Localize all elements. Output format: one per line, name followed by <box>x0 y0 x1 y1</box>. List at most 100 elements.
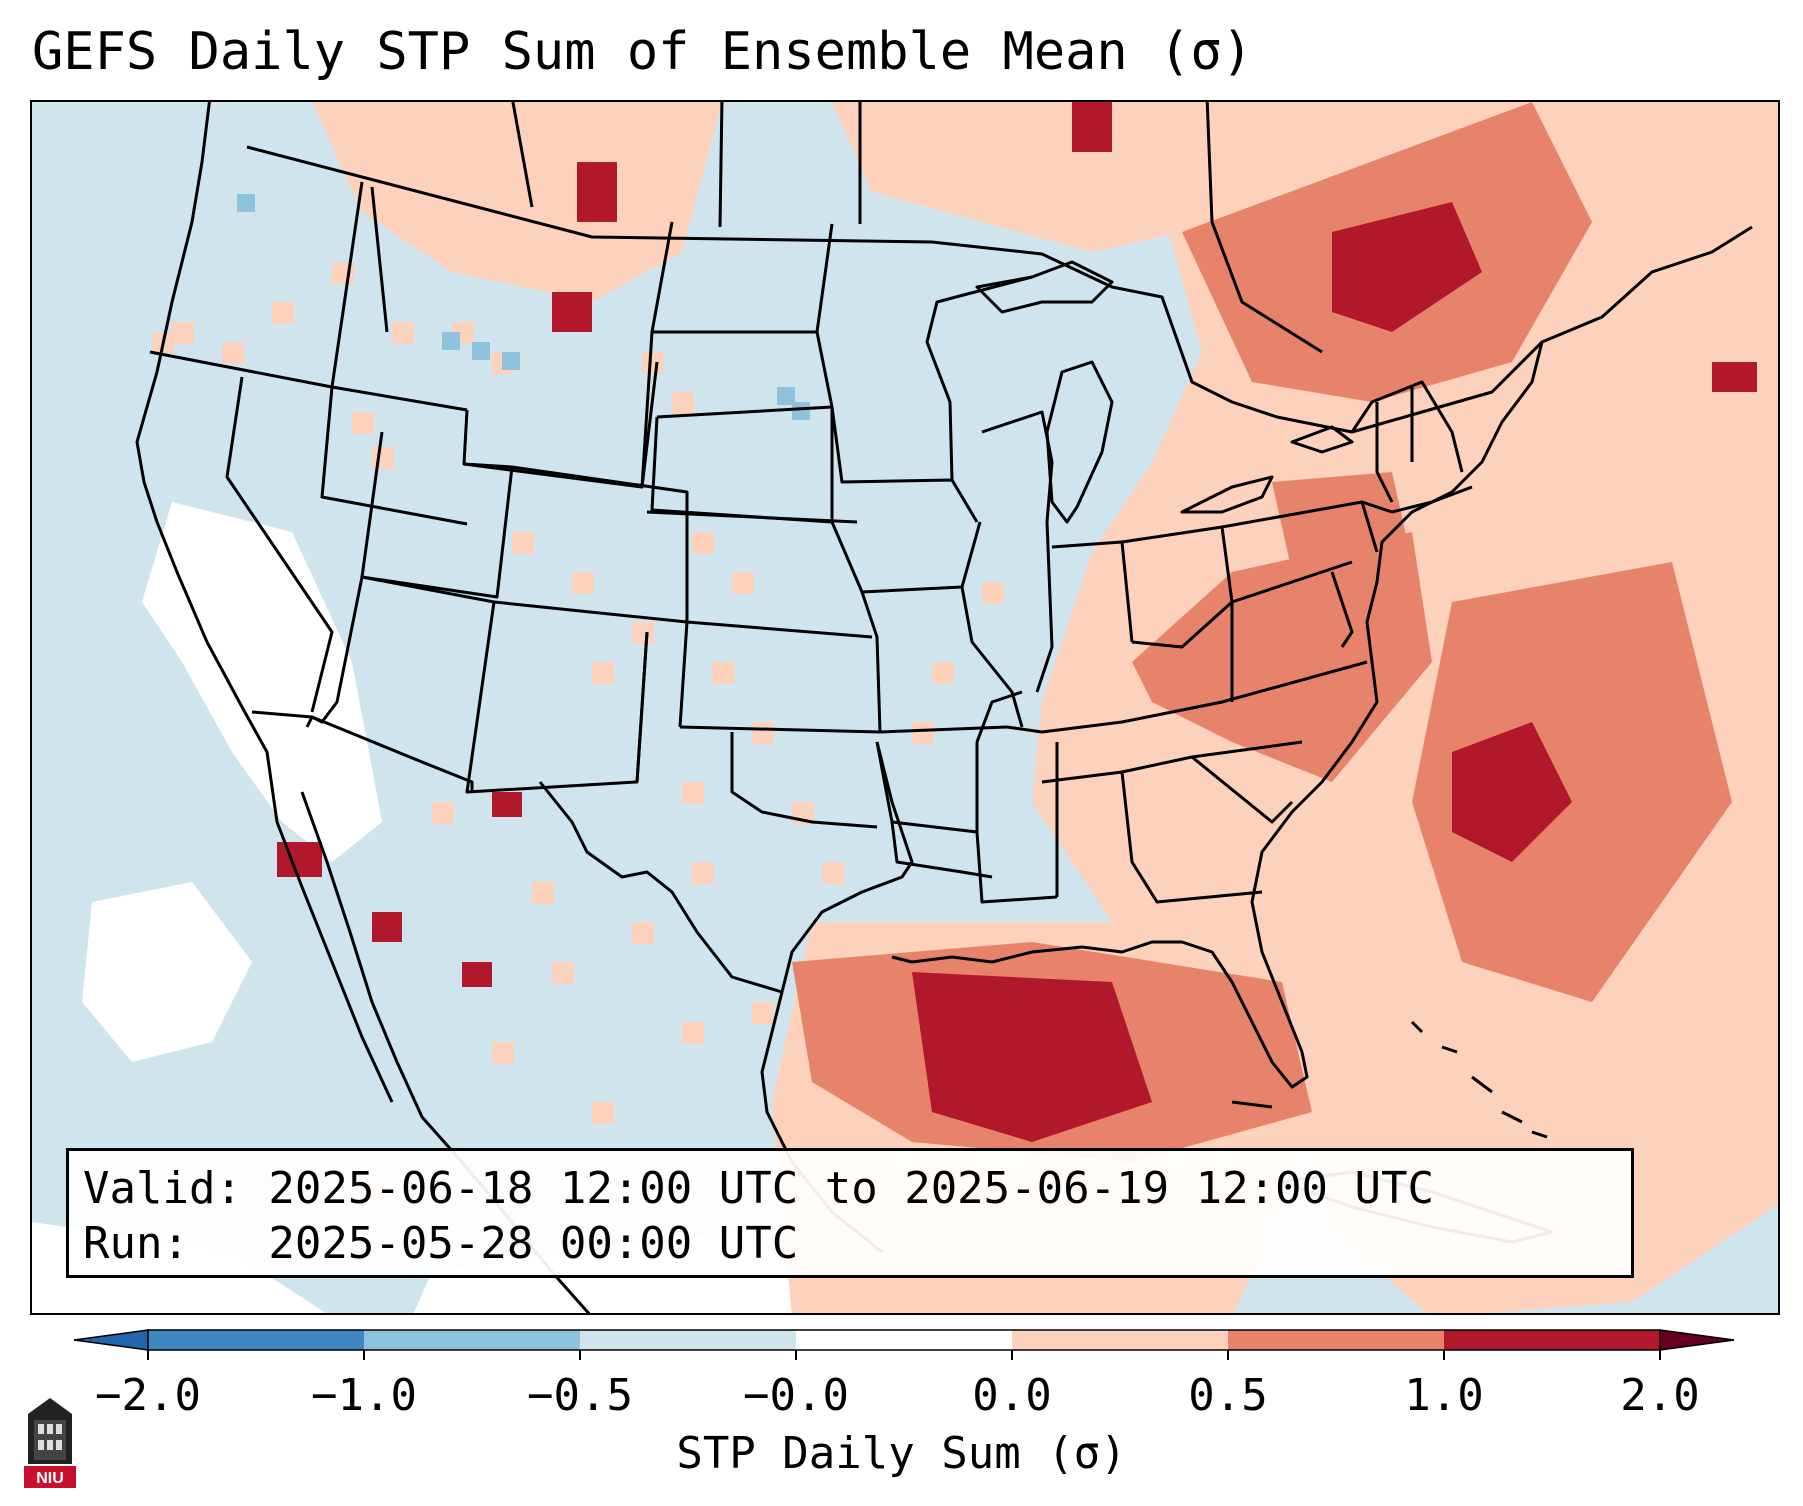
neutral-patch <box>82 882 252 1062</box>
colorbar-ticks: −2.0 −1.0 −0.5 −0.0 0.0 0.5 1.0 2.0 <box>95 1350 1700 1421</box>
state-border <box>1035 521 1054 693</box>
state-border <box>251 710 474 792</box>
state-border <box>640 330 834 488</box>
florida-keys <box>1231 1100 1273 1109</box>
state-border <box>981 410 1054 523</box>
state-border <box>650 407 834 524</box>
colorbar-tick-label: 0.5 <box>1188 1370 1267 1421</box>
positive-anomaly-cell <box>682 782 704 804</box>
positive-anomaly-cell <box>432 802 454 824</box>
positive-anomaly-cell <box>932 662 954 684</box>
valid-time-line: Valid: 2025-06-18 12:00 UTC to 2025-06-1… <box>83 1163 1435 1214</box>
svg-text:NIU: NIU <box>36 1470 64 1487</box>
positive-anomaly-cell <box>632 622 654 644</box>
positive-anomaly-cell <box>592 1102 614 1124</box>
moderate-anomaly-region <box>1412 562 1732 1002</box>
moderate-anomaly-region <box>1272 472 1412 572</box>
strong-anomaly-region <box>912 972 1152 1142</box>
state-border <box>330 181 364 388</box>
colorbar-segment <box>1012 1330 1228 1350</box>
state-border <box>320 386 468 526</box>
positive-anomaly-cell <box>532 882 554 904</box>
strong-anomaly-cell <box>1712 362 1757 392</box>
negative-anomaly-cell <box>777 387 795 405</box>
state-border <box>360 431 514 599</box>
colorbar-max-extension <box>1659 1329 1735 1351</box>
positive-anomaly-cell <box>822 862 844 884</box>
baja-coastline <box>300 791 424 1118</box>
state-border <box>635 631 649 783</box>
great-lake-erie <box>1180 475 1274 514</box>
state-border <box>463 462 689 622</box>
positive-anomaly-cell <box>572 572 594 594</box>
state-border <box>225 376 334 713</box>
map-title: GEFS Daily STP Sum of Ensemble Mean (σ) <box>32 22 1253 82</box>
great-lake-superior <box>975 260 1114 314</box>
run-time-line: Run: 2025-05-28 00:00 UTC <box>83 1218 799 1269</box>
positive-anomaly-region <box>832 102 1182 252</box>
positive-anomaly-cell <box>732 572 754 594</box>
positive-anomaly-cell <box>392 322 414 344</box>
strong-anomaly-cell <box>577 162 617 222</box>
colorbar-segment <box>1228 1330 1444 1350</box>
positive-anomaly-cell <box>912 722 934 744</box>
positive-anomaly-cell <box>642 352 664 374</box>
great-lake-michigan <box>1045 360 1114 524</box>
colorbar-label: STP Daily Sum (σ) <box>676 1428 1127 1479</box>
strong-anomaly-cell <box>372 912 402 942</box>
state-border <box>462 361 659 489</box>
bahamas <box>1410 1020 1548 1139</box>
positive-anomaly-cell <box>512 532 534 554</box>
state-border <box>1120 771 1263 904</box>
great-lake-ontario <box>1290 425 1354 454</box>
positive-anomaly-cell <box>632 922 654 944</box>
state-border <box>1006 660 1368 734</box>
niu-logo-icon: NIU <box>24 1398 76 1488</box>
state-border <box>960 586 1024 728</box>
positive-anomaly-cell <box>752 1002 774 1024</box>
neutral-patch <box>142 502 382 862</box>
state-border <box>361 575 689 728</box>
texas-coastline <box>780 741 914 993</box>
positive-anomaly-cell <box>712 662 734 684</box>
colorbar-tick-label: −2.0 <box>95 1370 201 1421</box>
colorbar-segment <box>148 1330 364 1350</box>
state-border <box>975 690 1023 743</box>
state-border <box>1041 740 1303 784</box>
state-border <box>1375 402 1394 503</box>
province-border <box>511 102 534 208</box>
positive-anomaly-cell <box>982 582 1004 604</box>
province-border <box>1205 102 1323 354</box>
state-border <box>830 406 979 523</box>
stp-anomaly-map <box>32 102 1778 1313</box>
positive-anomaly-cell <box>692 862 714 884</box>
moderate-anomaly-region <box>1132 532 1432 782</box>
colorbar-tick-label: −1.0 <box>311 1370 417 1421</box>
state-border <box>646 510 858 524</box>
state-border <box>538 781 783 994</box>
negative-anomaly-cell <box>237 194 255 212</box>
pacific-coastline <box>135 102 394 1103</box>
state-border <box>650 221 674 333</box>
positive-anomaly-region <box>312 102 722 302</box>
positive-anomaly-cell <box>592 662 614 684</box>
colorbar-segment <box>796 1330 1012 1350</box>
state-border <box>1191 755 1294 824</box>
colorbar-segment <box>1444 1330 1660 1350</box>
strong-anomaly-region <box>1332 202 1482 332</box>
positive-anomaly-cell <box>352 412 374 434</box>
state-border <box>815 223 834 333</box>
state-border <box>860 591 1008 734</box>
state-border <box>890 821 993 879</box>
colorbar-segments <box>73 1329 1735 1351</box>
boundary-layer <box>135 102 1753 1313</box>
state-border <box>730 732 878 829</box>
colorbar-min-extension <box>73 1329 149 1351</box>
negative-anomaly-cell <box>472 342 490 360</box>
state-border <box>1361 485 1473 514</box>
strong-anomaly-cell <box>492 792 522 817</box>
positive-anomaly-cell <box>682 1022 704 1044</box>
positive-anomaly-cell <box>222 342 244 364</box>
map-panel <box>30 100 1780 1315</box>
positive-anomaly-cell <box>672 392 694 414</box>
